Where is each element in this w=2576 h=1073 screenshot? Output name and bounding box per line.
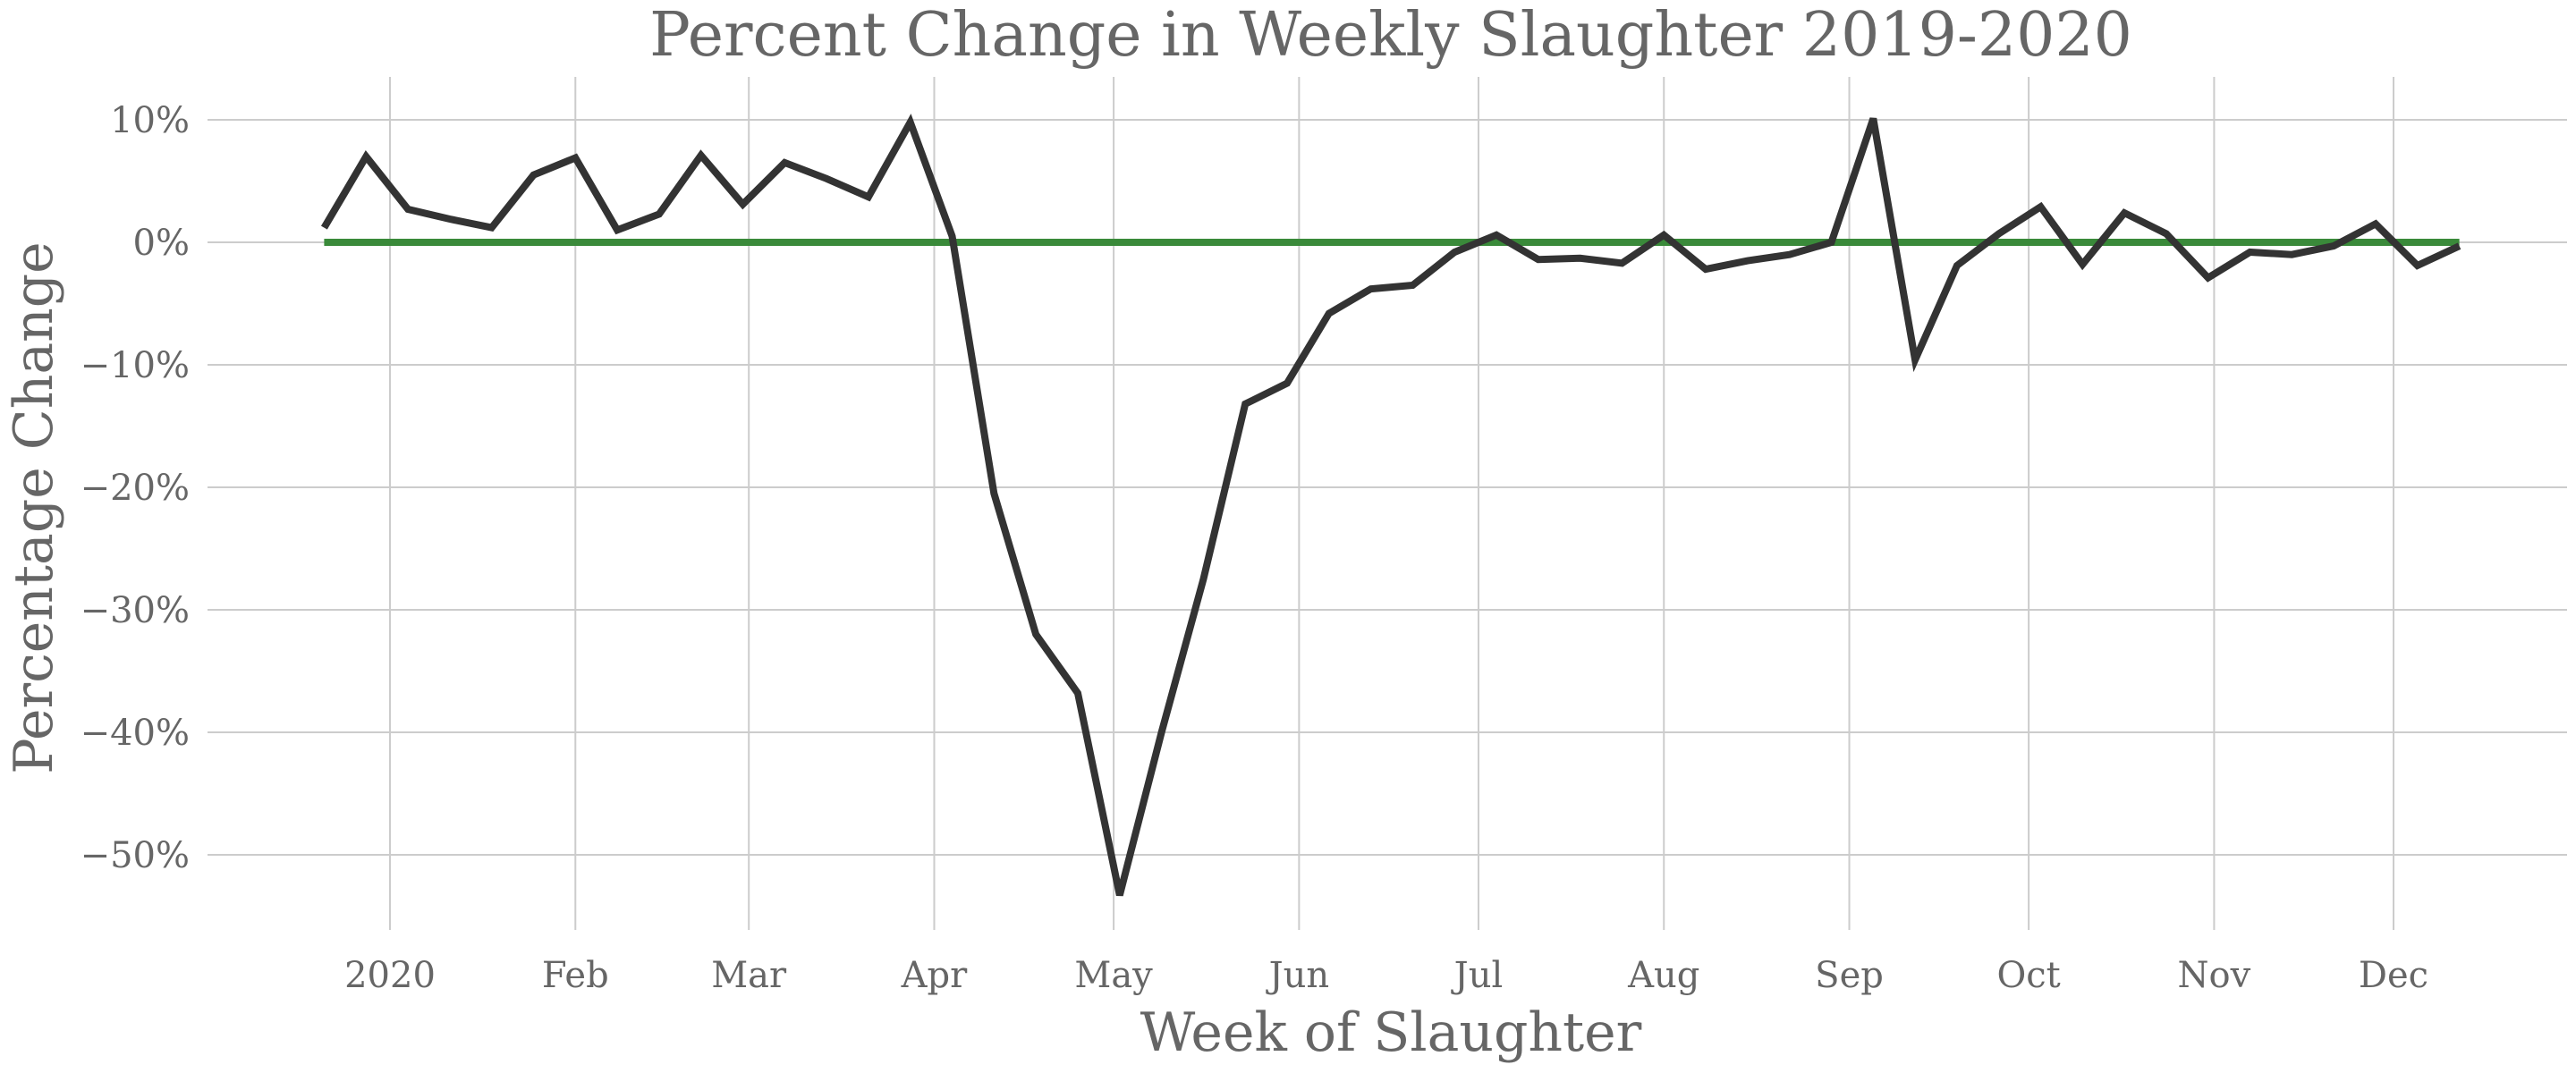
chart-title: Percent Change in Weekly Slaughter 2019-… <box>649 0 2132 71</box>
y-tick-label: −10% <box>80 345 190 386</box>
y-tick-label: −20% <box>80 468 190 509</box>
x-axis-ticks: 2020 Feb Mar Apr May Jun Jul Aug Sep Oct Nov Dec <box>344 955 2428 996</box>
x-axis-label: Week of Slaughter <box>1140 1001 1642 1064</box>
x-tick-label: Nov <box>2178 955 2251 996</box>
x-tick-label: Apr <box>901 955 968 996</box>
y-tick-label: 0% <box>133 223 190 264</box>
y-axis-label: Percentage Change <box>3 241 65 773</box>
x-tick-label: 2020 <box>344 955 436 996</box>
x-tick-label: Feb <box>542 955 609 996</box>
grid <box>208 77 2567 930</box>
y-tick-label: 10% <box>110 100 190 141</box>
x-tick-label: Jun <box>1266 955 1330 996</box>
series-layer <box>320 114 2462 897</box>
y-tick-label: −40% <box>80 713 190 754</box>
x-tick-label: Jul <box>1451 955 1504 996</box>
x-tick-label: Sep <box>1815 955 1884 996</box>
x-tick-label: May <box>1074 955 1153 996</box>
x-tick-label: Aug <box>1627 955 1699 996</box>
y-tick-label: −30% <box>80 590 190 631</box>
y-axis-ticks: 10% 0% −10% −20% −30% −40% −50% <box>80 100 190 876</box>
x-tick-label: Dec <box>2359 955 2428 996</box>
x-tick-label: Mar <box>711 955 787 996</box>
series-line <box>320 114 2462 897</box>
y-tick-label: −50% <box>80 835 190 876</box>
x-tick-label: Oct <box>1996 955 2060 996</box>
